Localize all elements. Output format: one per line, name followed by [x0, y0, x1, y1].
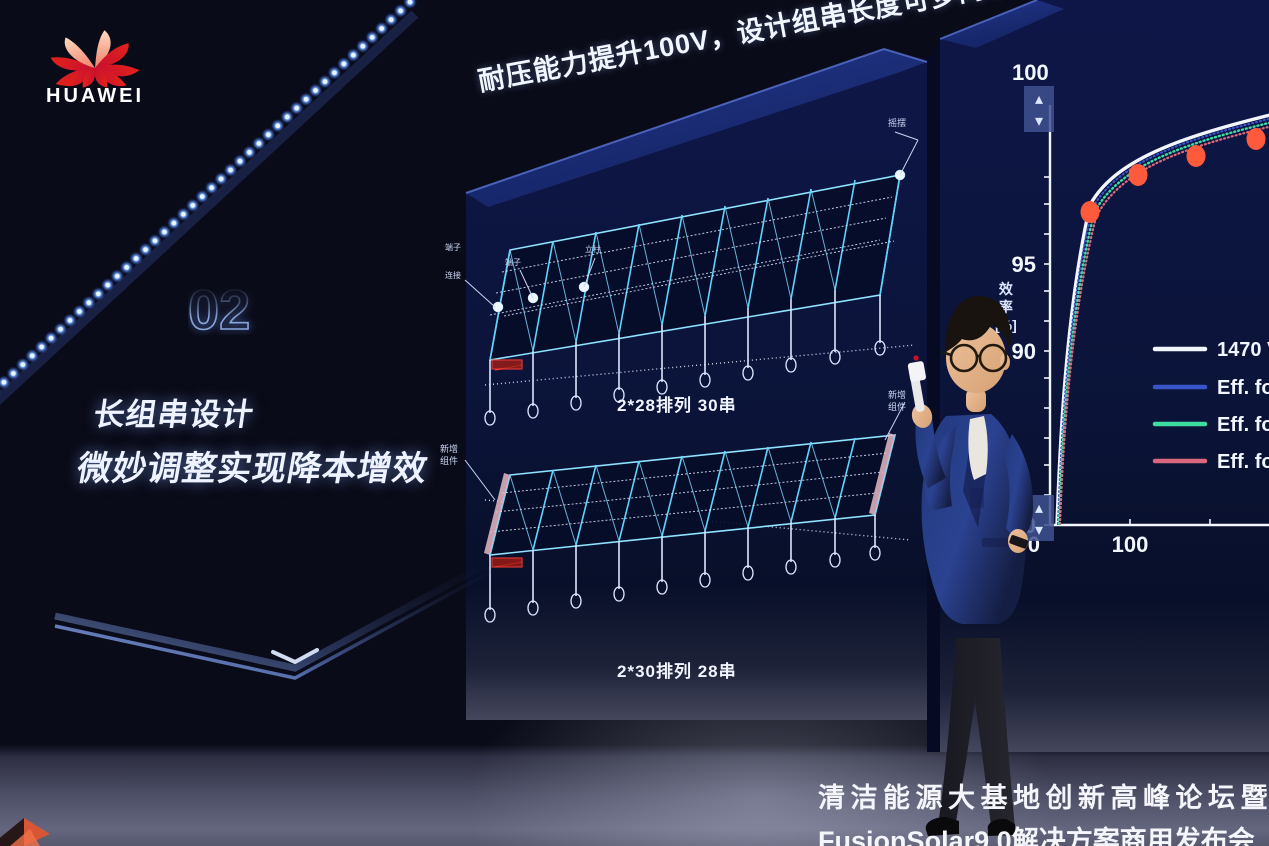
svg-text:连接: 连接: [445, 270, 461, 280]
svg-text:1470 V: 1470 V: [1217, 339, 1269, 361]
svg-text:组件: 组件: [440, 455, 458, 466]
svg-text:新增: 新增: [440, 443, 458, 454]
svg-text:端子: 端子: [505, 257, 521, 267]
svg-text:100: 100: [1112, 532, 1149, 557]
svg-text:立柱: 立柱: [585, 244, 601, 254]
svg-text:100: 100: [1012, 60, 1049, 85]
svg-text:▾: ▾: [1035, 113, 1043, 130]
svg-text:摇摆: 摇摆: [888, 117, 906, 128]
svg-text:HUAWEI: HUAWEI: [46, 85, 144, 107]
svg-text:Eff. fo: Eff. fo: [1217, 414, 1269, 436]
svg-text:02: 02: [188, 278, 250, 341]
svg-text:Eff. fo: Eff. fo: [1217, 451, 1269, 473]
svg-text:▴: ▴: [1035, 91, 1043, 108]
svg-text:端子: 端子: [445, 242, 461, 252]
svg-text:Eff. fo: Eff. fo: [1217, 377, 1269, 399]
